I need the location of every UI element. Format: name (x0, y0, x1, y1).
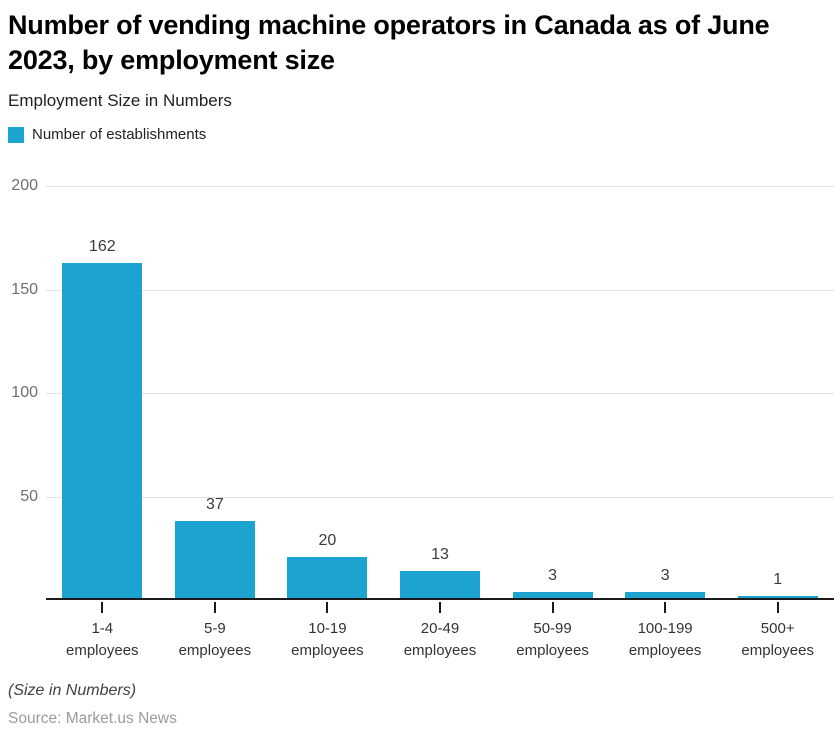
bar-value-label: 37 (205, 496, 224, 514)
bar-value-label: 1 (773, 570, 783, 588)
page-title: Number of vending machine operators in C… (8, 10, 770, 76)
y-tick-label-50: 50 (20, 487, 38, 505)
gridline-50 (46, 496, 834, 498)
x-axis-tick (213, 602, 216, 613)
bar-20-49 (400, 571, 480, 598)
x-category-label: 1-4 employees (66, 620, 139, 659)
bar-value-label: 3 (660, 566, 670, 584)
source-credit: Source: Market.us News (8, 710, 177, 727)
bar-50-99 (512, 591, 593, 598)
bar-500+ (737, 595, 818, 598)
x-axis-tick (551, 602, 554, 613)
chart-subtitle: Employment Size in Numbers (8, 91, 232, 110)
bar-value-label: 13 (431, 546, 449, 564)
x-category-label: 5-9 employees (178, 620, 252, 659)
bar-1-4 (62, 262, 143, 598)
x-axis-tick (101, 602, 104, 613)
y-tick-label-200: 200 (11, 177, 38, 194)
gridline-150 (46, 289, 834, 291)
y-tick-label-100: 100 (11, 384, 38, 401)
bar-100-199 (625, 591, 706, 598)
bar-value-label: 162 (88, 237, 116, 255)
x-axis-tick (664, 602, 667, 613)
x-axis-tick (776, 602, 779, 613)
legend-swatch-icon (8, 126, 24, 143)
bar-value-label: 20 (318, 531, 337, 549)
size-note: (Size in Numbers) (8, 682, 137, 699)
x-category-label: 100-199 employees (628, 620, 702, 659)
x-category-label: 20-49 employees (403, 620, 477, 659)
legend: Number of establishments (8, 126, 206, 143)
bar-10-19 (287, 556, 368, 598)
x-category-label: 50-99 employees (516, 620, 589, 659)
bar-value-label: 3 (548, 566, 558, 584)
plot-area: 162 37 20 13 3 3 1 (46, 186, 834, 600)
bar-5-9 (174, 521, 255, 598)
x-category-label: 10-19 employees (291, 620, 364, 659)
x-axis-tick (439, 602, 441, 613)
x-category-label: 500+ employees (741, 620, 814, 659)
gridline-200 (46, 186, 834, 187)
x-axis-tick (326, 602, 329, 613)
gridline-100 (46, 393, 834, 394)
y-tick-label-150: 150 (11, 280, 38, 298)
legend-label: Number of establishments (32, 126, 207, 143)
